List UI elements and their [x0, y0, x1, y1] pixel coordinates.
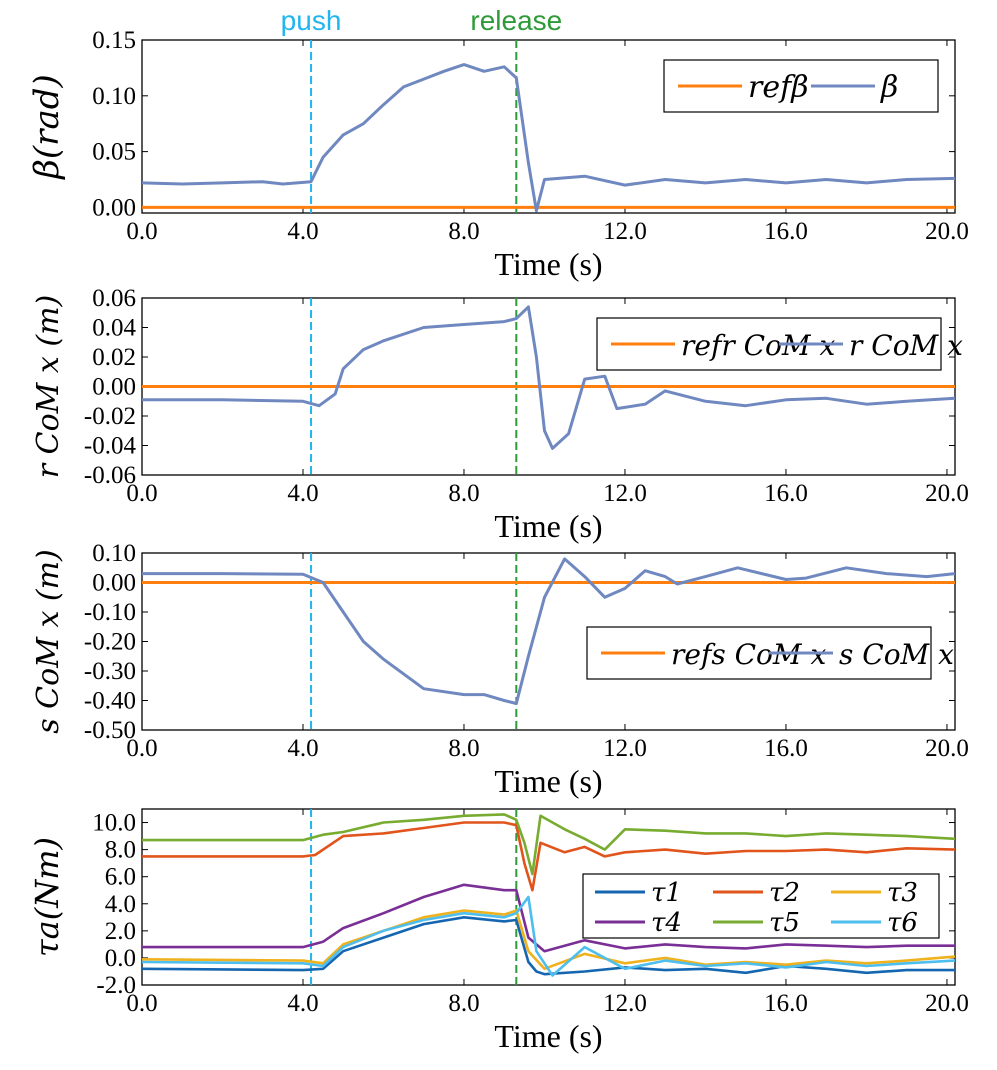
- y-tick-label: 0.04: [92, 315, 136, 342]
- plot-area: [142, 63, 955, 213]
- legend-label-tau: τ6: [887, 908, 918, 938]
- x-tick-label: 12.0: [603, 735, 647, 762]
- plot-area: [142, 305, 955, 450]
- s-com-panel: 0.0 4.0 8.0 12.0 16.0 20.0 Time (s) -0.50-0.40 -…: [31, 540, 969, 799]
- y-tick-label: -0.40: [84, 688, 136, 715]
- y-tick-label: 0.06: [92, 285, 136, 312]
- y-tick-label: -0.50: [84, 717, 136, 744]
- legend-label-tau: τ1: [651, 878, 682, 908]
- y-tick-label: 0.02: [92, 344, 136, 371]
- x-tick-label: 20.0: [925, 990, 969, 1017]
- x-tick-label: 4.0: [287, 480, 318, 507]
- r-com-panel: 0.0 4.0 8.0 12.0 16.0 20.0 Time (s) -0.06-0.04 -…: [31, 285, 969, 544]
- legend-label-measured: β: [880, 70, 898, 105]
- legend-label-ref: refβ: [748, 70, 809, 105]
- series-line-4: [142, 883, 955, 953]
- x-tick-label: 4.0: [287, 990, 318, 1017]
- series-line-5: [142, 813, 955, 876]
- series-line-2: [142, 821, 955, 892]
- x-tick-label: 8.0: [448, 480, 479, 507]
- y-axis-title: β(rad): [27, 74, 67, 180]
- series-line-6: [142, 895, 955, 977]
- axes-frame: [141, 808, 956, 986]
- y-tick-label: 0.0: [105, 945, 136, 972]
- x-tick-label: 4.0: [287, 218, 318, 245]
- y-tick-label: 10.0: [92, 810, 136, 837]
- series-line-2: [142, 63, 955, 213]
- x-tick-label: 4.0: [287, 735, 318, 762]
- x-tick-label: 20.0: [925, 218, 969, 245]
- y-tick-label: 0.00: [92, 570, 136, 597]
- y-tick-label: 0.05: [92, 139, 136, 166]
- x-tick-label: 8.0: [448, 218, 479, 245]
- y-tick-label: -0.06: [84, 462, 136, 489]
- legend-label-tau: τ2: [769, 878, 800, 908]
- plot-area: [142, 813, 955, 977]
- legend: τ1 τ2 τ3 τ4 τ5 τ6: [582, 873, 940, 939]
- x-tick-label: 0.0: [126, 480, 157, 507]
- y-tick-label: 0.00: [92, 194, 136, 221]
- legend-label-measured: r CoM x: [849, 329, 963, 362]
- x-axis-title: Time (s): [494, 763, 602, 799]
- x-axis-title: Time (s): [494, 246, 602, 282]
- y-tick-label: 0.10: [92, 83, 136, 110]
- release-event-label: release: [470, 5, 562, 36]
- x-tick-label: 8.0: [448, 735, 479, 762]
- x-tick-label: 20.0: [925, 480, 969, 507]
- x-tick-label: 0.0: [126, 735, 157, 762]
- x-tick-label: 16.0: [764, 480, 808, 507]
- y-tick-label: 8.0: [105, 837, 136, 864]
- x-tick-label: 12.0: [603, 990, 647, 1017]
- legend-label-tau: τ4: [651, 908, 682, 938]
- legend: refβ β: [663, 59, 939, 113]
- y-axis-title: τa(Nm): [28, 837, 66, 957]
- y-tick-label: -0.02: [84, 403, 136, 430]
- x-tick-label: 8.0: [448, 990, 479, 1017]
- y-tick-label: 0.10: [92, 540, 136, 567]
- y-axis-title: s CoM x (m): [31, 549, 66, 734]
- axes-frame: [141, 39, 956, 214]
- x-tick-label: 16.0: [764, 735, 808, 762]
- plot-area: [142, 557, 955, 705]
- y-tick-label: -0.20: [84, 629, 136, 656]
- y-tick-label: -0.10: [84, 599, 136, 626]
- series-line-3: [142, 909, 955, 971]
- y-tick-label: 6.0: [105, 864, 136, 891]
- series-line-1: [142, 916, 955, 976]
- legend-label-tau: τ5: [769, 908, 800, 938]
- x-tick-label: 12.0: [603, 218, 647, 245]
- y-tick-label: 0.00: [92, 374, 136, 401]
- beta-panel: 0.0 4.0 8.0 12.0 16.0 20.0 Time (s) 0.00 0.05 0.1…: [27, 27, 969, 282]
- legend-box: [582, 873, 940, 939]
- x-tick-label: 16.0: [764, 990, 808, 1017]
- x-tick-label: 20.0: [925, 735, 969, 762]
- y-tick-label: -0.04: [84, 433, 137, 460]
- x-tick-label: 0.0: [126, 990, 157, 1017]
- y-tick-label: -2.0: [96, 972, 136, 999]
- x-tick-label: 0.0: [126, 218, 157, 245]
- y-tick-label: 4.0: [105, 891, 136, 918]
- legend-label-measured: s CoM x: [839, 638, 954, 671]
- x-tick-label: 12.0: [603, 480, 647, 507]
- series-line-2: [142, 305, 955, 450]
- y-tick-label: 2.0: [105, 918, 136, 945]
- y-tick-label: -0.30: [84, 658, 136, 685]
- x-tick-label: 16.0: [764, 218, 808, 245]
- legend-label-tau: τ3: [887, 878, 918, 908]
- x-axis-title: Time (s): [494, 508, 602, 544]
- series-line-2: [142, 557, 955, 705]
- x-axis-title: Time (s): [494, 1018, 602, 1054]
- y-axis-title: r CoM x (m): [31, 295, 66, 478]
- push-event-label: push: [281, 5, 342, 36]
- y-tick-label: 0.15: [92, 27, 136, 54]
